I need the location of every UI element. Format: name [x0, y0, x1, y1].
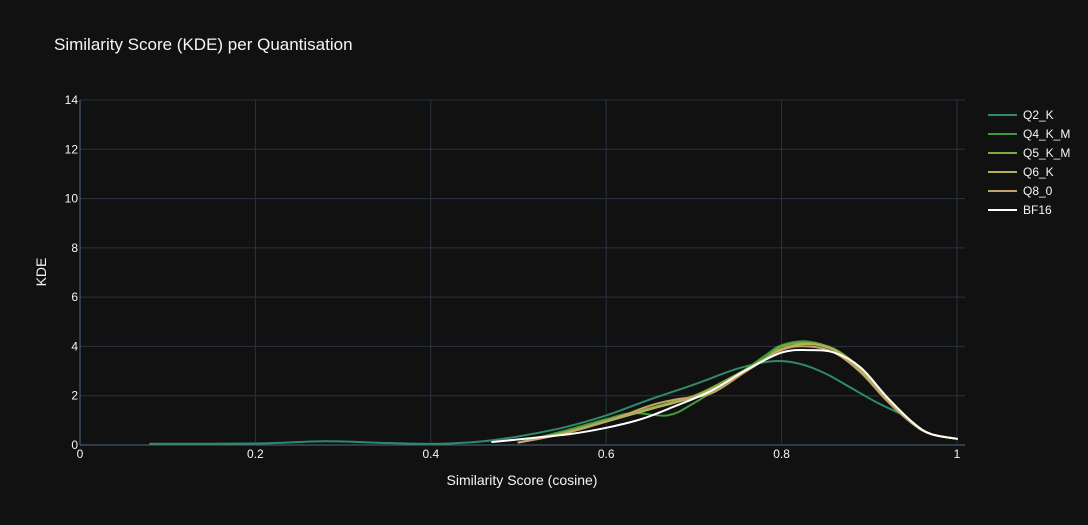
series-line-bf16	[491, 349, 958, 443]
grid-lines	[79, 99, 965, 446]
legend-item-q8-0[interactable]: Q8_0	[988, 184, 1053, 198]
x-tick-label: 0.2	[247, 447, 264, 461]
legend-item-q2-k[interactable]: Q2_K	[988, 108, 1054, 122]
legend-label: Q2_K	[1023, 108, 1054, 122]
y-tick-label: 10	[65, 192, 79, 206]
x-tick-label: 0.4	[422, 447, 439, 461]
series-line-q8-0	[517, 345, 958, 444]
x-tick-label: 0	[77, 447, 84, 461]
x-tick-label: 0.6	[598, 447, 615, 461]
x-axis-ticks: 0 0.2 0.4 0.6 0.8 1	[77, 447, 961, 461]
legend-item-q5-k-m[interactable]: Q5_K_M	[988, 146, 1070, 160]
legend-label: Q4_K_M	[1023, 127, 1070, 141]
legend-label: BF16	[1023, 203, 1052, 217]
legend-item-bf16[interactable]: BF16	[988, 203, 1052, 217]
series-lines	[149, 340, 958, 445]
y-tick-label: 6	[71, 290, 78, 304]
y-tick-label: 0	[71, 438, 78, 452]
series-line-q2-k	[149, 359, 906, 445]
legend[interactable]: Q2_K Q4_K_M Q5_K_M Q6_K Q8_0 BF16	[988, 108, 1070, 217]
y-tick-label: 12	[65, 142, 79, 156]
legend-item-q6-k[interactable]: Q6_K	[988, 165, 1054, 179]
y-axis-ticks: 0 2 4 6 8 10 12 14	[65, 93, 79, 452]
x-tick-label: 0.8	[773, 447, 790, 461]
y-tick-label: 2	[71, 389, 78, 403]
legend-label: Q6_K	[1023, 165, 1054, 179]
y-tick-label: 8	[71, 241, 78, 255]
x-tick-label: 1	[954, 447, 961, 461]
legend-label: Q8_0	[1023, 184, 1053, 198]
x-axis-title: Similarity Score (cosine)	[447, 472, 598, 488]
chart-title: Similarity Score (KDE) per Quantisation	[54, 35, 353, 54]
legend-item-q4-k-m[interactable]: Q4_K_M	[988, 127, 1070, 141]
y-tick-label: 14	[65, 93, 79, 107]
legend-label: Q5_K_M	[1023, 146, 1070, 160]
y-tick-label: 4	[71, 339, 78, 353]
y-axis-title: KDE	[33, 258, 49, 287]
